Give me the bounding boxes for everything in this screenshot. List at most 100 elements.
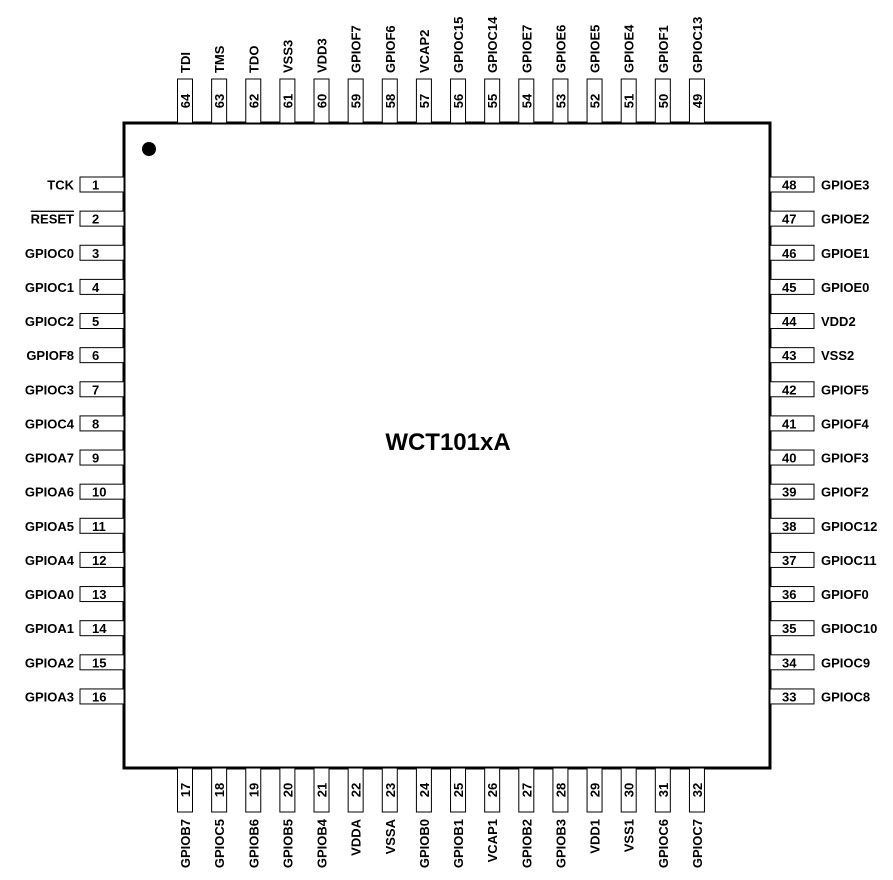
pin-box [279,767,296,813]
pin-box [620,78,637,124]
pin-box [769,551,815,568]
pin-box [484,78,501,124]
pin-box [245,78,262,124]
pin-label: TCK [47,178,74,193]
pin-box [688,767,705,813]
pin-label: GPIOB6 [246,819,261,868]
pin-label: GPIOE1 [821,246,869,261]
pin-label: VCAP2 [417,30,432,73]
top-pin-53: 53 GPIOE6 [552,25,569,124]
pin-label: VDD1 [588,819,603,854]
pin-number: 23 [383,783,398,797]
pin-number: 26 [485,783,500,797]
pin-box [313,767,330,813]
pin-number: 25 [451,783,466,797]
pin-label: GPIOE0 [821,280,869,295]
right-pin-42: 42 GPIOF5 [769,381,869,398]
pin-number: 20 [280,783,295,797]
pin-number: 1 [92,178,99,193]
pin-box [654,767,671,813]
pin-number: 35 [782,621,796,636]
left-pin-5: 5 GPIOC2 [25,313,125,330]
pin-label: GPIOE6 [553,25,568,73]
top-pin-56: 56 GPIOC15 [450,17,467,124]
pin-label: GPIOF6 [383,25,398,73]
pin-label: GPIOE5 [588,25,603,73]
top-pin-52: 52 GPIOE5 [586,25,603,124]
left-pin-15: 15 GPIOA2 [25,654,125,671]
left-pin-6: 6 GPIOF8 [26,347,125,364]
pin-box [79,654,125,671]
top-pin-51: 51 GPIOE4 [620,24,637,124]
pin-box [654,78,671,124]
pin-number: 39 [782,485,796,500]
pin-number: 40 [782,451,796,466]
pin-label: GPIOC12 [821,519,877,534]
pin-number: 19 [246,783,261,797]
pin-number: 10 [92,485,106,500]
pin-label: GPIOC15 [451,17,466,73]
pin-label: VDD2 [821,314,856,329]
pin-number: 13 [92,587,106,602]
pin-label: GPIOC2 [25,314,74,329]
pin-label: TDO [246,46,261,73]
left-pin-11: 11 GPIOA5 [25,517,125,534]
bottom-pin-29: 29 VDD1 [586,767,603,854]
pin-label: GPIOF5 [821,382,869,397]
pin-box [279,78,296,124]
right-pin-46: 46 GPIOE1 [769,244,869,261]
pin-label: GPIOA6 [25,485,74,500]
pin-label: VSS3 [280,40,295,73]
pin-box [688,78,705,124]
right-pin-38: 38 GPIOC12 [769,517,877,534]
pin-number: 51 [622,94,637,108]
left-pin-9: 9 GPIOA7 [25,449,125,466]
pin-label: GPIOC3 [25,382,74,397]
pin-box [177,767,193,813]
pin-box [769,620,815,637]
pin-label: GPIOC4 [25,416,75,431]
bottom-pin-31: 31 GPIOC6 [654,767,671,868]
pin-box [586,767,603,813]
pin-number: 28 [553,783,568,797]
pin-number: 37 [782,553,796,568]
right-pin-47: 47 GPIOE2 [769,210,869,227]
pin-number: 21 [315,783,330,797]
pin-number: 8 [92,416,99,431]
right-pin-48: 48 GPIOE3 [769,176,869,193]
right-pin-45: 45 GPIOE0 [769,278,869,295]
pin-box [79,244,125,261]
pin-number: 42 [782,382,796,397]
top-pin-55: 55 GPIOC14 [484,16,501,124]
pin-label: GPIOA2 [25,655,74,670]
pin-number: 9 [92,451,99,466]
pin-label: GPIOB0 [417,819,432,868]
pin-number: 54 [519,93,534,108]
pin-box [347,767,364,813]
bottom-pin-25: 25 GPIOB1 [450,767,467,868]
pin-box [79,449,125,466]
pin-box [769,244,815,261]
pin-label: GPIOF1 [656,25,671,73]
pin-box [79,483,125,500]
chip-body [122,121,772,770]
pin-box [586,78,603,124]
pin-number: 27 [519,783,534,797]
pin-box [381,767,398,813]
bottom-pin-20: 20 GPIOB5 [279,767,296,868]
pin-label: VSS1 [622,819,637,852]
right-pin-37: 37 GPIOC11 [769,551,877,568]
pin-label: GPIOA5 [25,519,74,534]
pin-box [769,278,815,295]
pin-number: 32 [690,783,705,797]
top-pin-60: 60 VDD3 [313,38,330,124]
pin-box [769,415,815,432]
pin-box [552,78,569,124]
pin-label: GPIOC0 [25,246,74,261]
pin-number: 15 [92,655,106,670]
pin-number: 61 [280,94,295,108]
pin-box [552,767,569,813]
pin-number: 52 [588,94,603,108]
left-pin-1: 1 TCK [47,176,125,193]
pin-box [484,767,501,813]
